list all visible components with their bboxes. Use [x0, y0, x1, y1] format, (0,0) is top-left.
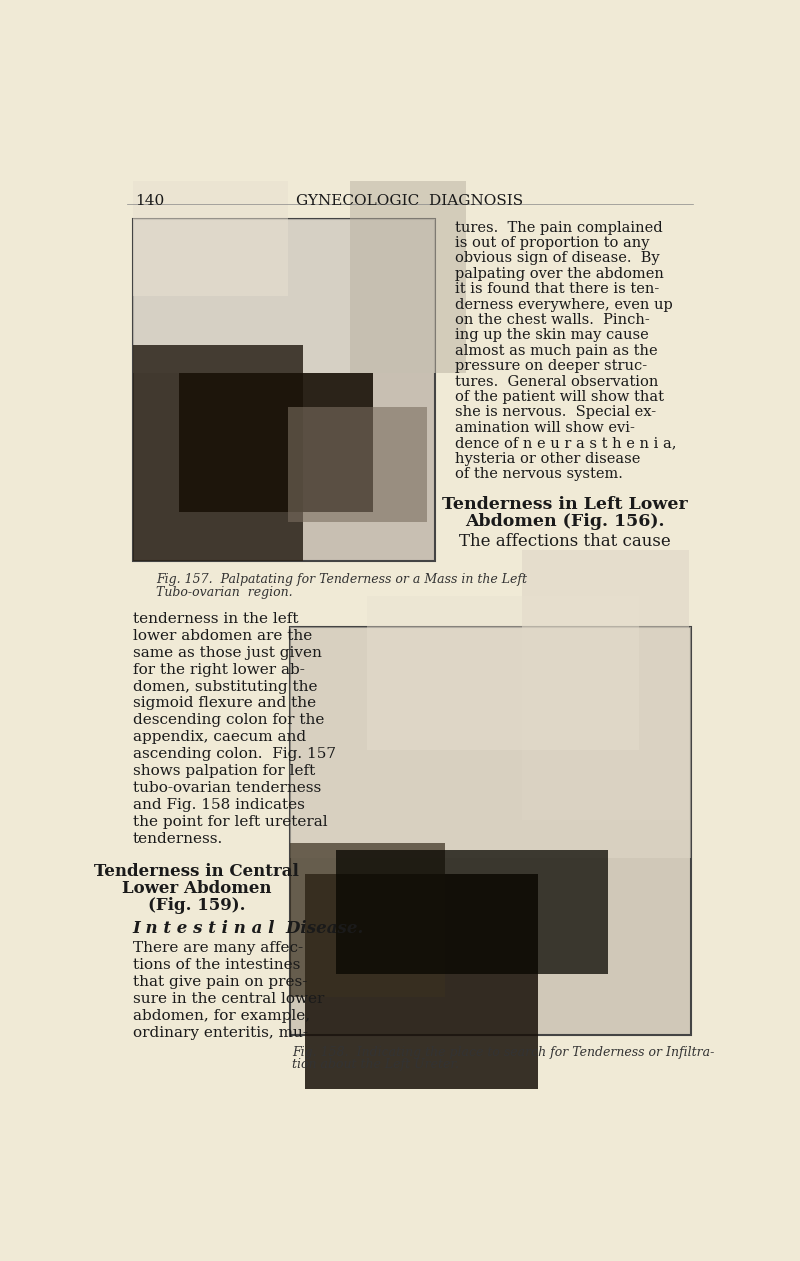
Text: abdomen, for example,: abdomen, for example,	[133, 1009, 310, 1023]
Text: tures.  General observation: tures. General observation	[455, 375, 658, 388]
Text: and Fig. 158 indicates: and Fig. 158 indicates	[133, 798, 305, 812]
Text: (Fig. 159).: (Fig. 159).	[148, 897, 246, 914]
Text: obvious sign of disease.  By: obvious sign of disease. By	[455, 251, 659, 265]
Bar	[290, 627, 690, 859]
Text: for the right lower ab-: for the right lower ab-	[133, 662, 305, 677]
Text: amination will show evi-: amination will show evi-	[455, 421, 635, 435]
Text: same as those just given: same as those just given	[133, 646, 322, 660]
Text: sure in the central lower: sure in the central lower	[133, 992, 324, 1006]
Text: tions of the intestines: tions of the intestines	[133, 958, 300, 972]
Text: of the patient will show that: of the patient will show that	[455, 390, 664, 404]
Bar	[522, 550, 689, 820]
Bar	[133, 346, 303, 561]
Text: almost as much pain as the: almost as much pain as the	[455, 344, 658, 358]
Bar	[306, 874, 538, 1090]
Text: There are many affec-: There are many affec-	[133, 942, 302, 956]
Text: tenderness in the left: tenderness in the left	[133, 612, 298, 625]
Text: she is nervous.  Special ex-: she is nervous. Special ex-	[455, 406, 656, 420]
Text: dence of n e u r a s t h e n i a,: dence of n e u r a s t h e n i a,	[455, 436, 677, 450]
Text: Fig. 158.  Indicating the place to search for Tenderness or Infiltra-: Fig. 158. Indicating the place to search…	[292, 1047, 714, 1059]
Text: tubo-ovarian tenderness: tubo-ovarian tenderness	[133, 781, 321, 796]
Text: descending colon for the: descending colon for the	[133, 714, 324, 728]
Bar	[179, 373, 373, 512]
Bar	[133, 180, 287, 296]
Text: 140: 140	[135, 194, 164, 208]
Text: ing up the skin may cause: ing up the skin may cause	[455, 328, 649, 343]
Text: pressure on deeper struc-: pressure on deeper struc-	[455, 359, 647, 373]
Text: of the nervous system.: of the nervous system.	[455, 467, 623, 480]
Text: is out of proportion to any: is out of proportion to any	[455, 236, 650, 250]
Text: on the chest walls.  Pinch-: on the chest walls. Pinch-	[455, 313, 650, 327]
Text: appendix, caecum and: appendix, caecum and	[133, 730, 306, 744]
Text: Tubo-ovarian  region.: Tubo-ovarian region.	[156, 585, 293, 599]
Text: ordinary enteritis, mu-: ordinary enteritis, mu-	[133, 1026, 307, 1040]
Text: Lower Abdomen: Lower Abdomen	[122, 880, 272, 897]
Text: tures.  The pain complained: tures. The pain complained	[455, 221, 662, 235]
Bar	[290, 842, 445, 996]
Text: hysteria or other disease: hysteria or other disease	[455, 451, 640, 465]
Text: The affections that cause: The affections that cause	[459, 533, 671, 550]
Bar	[336, 850, 608, 973]
Text: Abdomen (Fig. 156).: Abdomen (Fig. 156).	[466, 513, 665, 530]
Text: derness everywhere, even up: derness everywhere, even up	[455, 298, 673, 311]
Bar	[290, 627, 690, 1035]
Text: tenderness.: tenderness.	[133, 832, 222, 846]
Text: shows palpation for left: shows palpation for left	[133, 764, 315, 778]
Text: it is found that there is ten-: it is found that there is ten-	[455, 282, 659, 296]
Bar	[287, 407, 427, 522]
Bar	[350, 180, 466, 373]
Text: Fig. 157.  Palpatating for Tenderness or a Mass in the Left: Fig. 157. Palpatating for Tenderness or …	[156, 574, 526, 586]
Text: palpating over the abdomen: palpating over the abdomen	[455, 267, 664, 281]
Text: lower abdomen are the: lower abdomen are the	[133, 629, 312, 643]
Bar	[133, 219, 435, 561]
Text: Tenderness in Central: Tenderness in Central	[94, 863, 299, 880]
Text: sigmoid flexure and the: sigmoid flexure and the	[133, 696, 316, 710]
Text: that give pain on pres-: that give pain on pres-	[133, 975, 307, 989]
Text: domen, substituting the: domen, substituting the	[133, 680, 317, 694]
Text: tion about the Left Ureter.: tion about the Left Ureter.	[292, 1058, 459, 1072]
Text: Tenderness in Left Lower: Tenderness in Left Lower	[442, 497, 688, 513]
Bar	[133, 219, 435, 373]
Text: I n t e s t i n a l  Disease.: I n t e s t i n a l Disease.	[133, 919, 364, 937]
Text: ascending colon.  Fig. 157: ascending colon. Fig. 157	[133, 748, 335, 762]
Text: GYNECOLOGIC  DIAGNOSIS: GYNECOLOGIC DIAGNOSIS	[297, 194, 523, 208]
Text: the point for left ureteral: the point for left ureteral	[133, 815, 327, 828]
Bar	[367, 596, 638, 750]
